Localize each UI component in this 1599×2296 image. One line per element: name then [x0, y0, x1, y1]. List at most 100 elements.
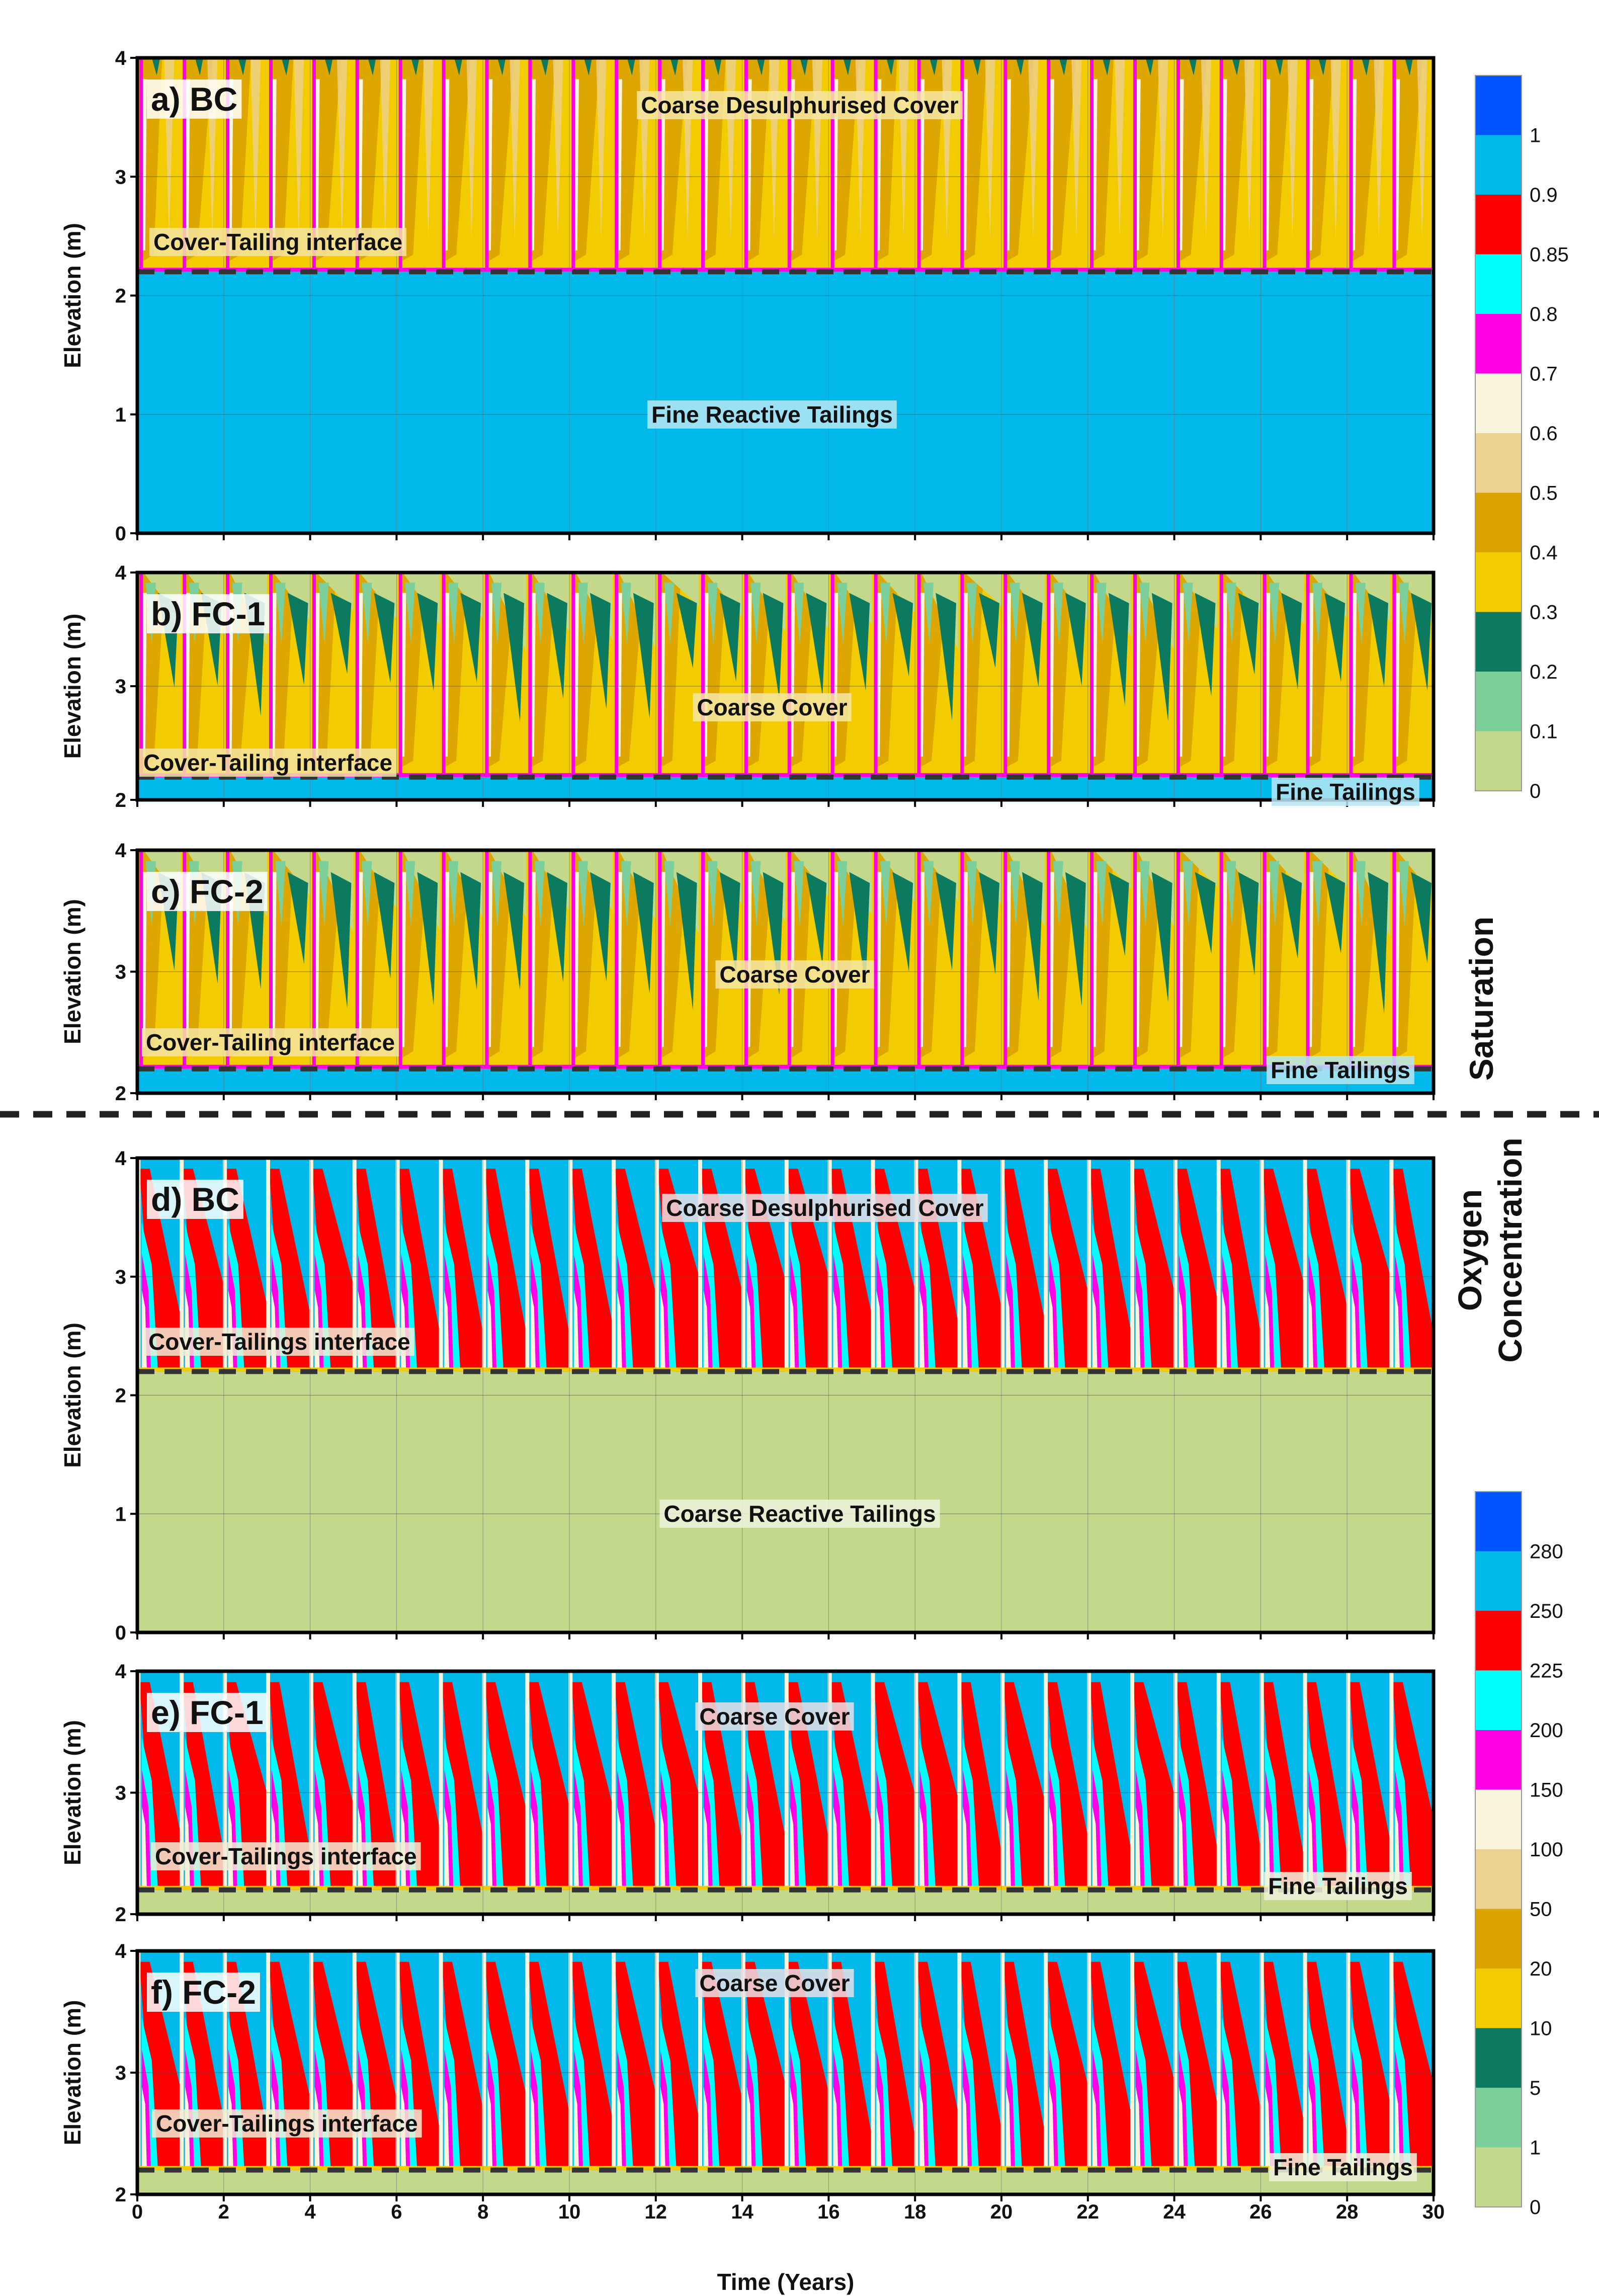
sat-light-green-c — [534, 861, 545, 927]
sat-pulse-c — [658, 850, 662, 1069]
sat-pulse-a — [615, 58, 619, 272]
interface-label-b: Cover-Tailing interface — [143, 750, 392, 776]
interface-label-e-bg — [151, 1842, 421, 1870]
sat-dark-green-c — [503, 872, 525, 991]
oxygen-legend-level: 200 — [1530, 1719, 1563, 1742]
ox-pulse-f — [784, 1951, 789, 2170]
panel-label-e: e) FC-1 — [151, 1694, 264, 1731]
sat-light-green-c — [923, 861, 934, 927]
ox-red-wedge-f — [960, 1961, 1001, 2170]
ox-pulse-d — [568, 1158, 573, 1372]
sat-dark-green-c — [547, 872, 567, 982]
ox-low-wedge-e — [1135, 1807, 1141, 1890]
cover-label-a: Coarse Desulphurised Cover — [641, 92, 959, 118]
ox-low-wedge-d — [919, 1290, 925, 1372]
ox-pulse-f — [180, 1951, 184, 2170]
sat-light-green-c — [491, 861, 502, 927]
ox-red-wedge-f — [1306, 1961, 1348, 2170]
ox-red-wedge-f — [1219, 1961, 1261, 2170]
ox-pulse-d — [827, 1158, 832, 1372]
sat-dark-green-b — [590, 593, 611, 710]
sat-dark-green-c — [1411, 872, 1432, 963]
sat-pulse-c — [787, 850, 791, 1069]
tailings-label-c: Fine Tailings — [1271, 1057, 1410, 1083]
ox-red-wedge-e — [1090, 1682, 1131, 1890]
sat-light-green-c — [750, 861, 761, 927]
ox-pulse-d — [741, 1158, 745, 1372]
panel-label-c: c) FC-2 — [151, 873, 264, 910]
cover-label-b-bg — [693, 693, 852, 721]
ox-low-wedge-f — [617, 2087, 622, 2170]
oxygen-legend: 0 1 5 10 20 50 100 150 200 225 250 280 — [1475, 1491, 1563, 2219]
sat-dark-green-c — [849, 872, 870, 988]
sat-dry-top-a — [281, 58, 290, 75]
sat-light-green-c — [1398, 861, 1409, 927]
sat-dark-green-c — [1238, 872, 1259, 975]
sat-pulse-b — [744, 572, 748, 777]
ox-pulse-f — [525, 1951, 530, 2170]
sat-dark-green-b — [892, 593, 913, 677]
saturation-legend-level: 0.85 — [1530, 244, 1569, 266]
sat-pulse-b — [830, 572, 834, 777]
sat-pulse-b — [787, 572, 791, 777]
y-tick-label-f: 3 — [115, 2062, 126, 2084]
sat-dark-green-b — [1238, 593, 1259, 675]
ox-pulse-f — [741, 1951, 745, 2170]
sat-pulse-b — [269, 572, 273, 777]
sat-pulse-c — [744, 850, 748, 1069]
ox-pulse-e — [1087, 1671, 1091, 1890]
ox-red-wedge-f — [1263, 1961, 1304, 2170]
sat-dark-green-c — [330, 872, 352, 1008]
ox-red-wedge-e — [1349, 1682, 1391, 1890]
panel-label-d: d) BC — [151, 1181, 239, 1218]
sat-dry-top-a — [151, 58, 160, 75]
sat-pulse-c — [1133, 850, 1137, 1069]
sat-dry-zone-b — [964, 572, 1001, 606]
ox-pulse-d — [1303, 1158, 1307, 1372]
y-tick-label-f: 2 — [115, 2184, 126, 2206]
sat-light-green-c — [362, 861, 372, 927]
sat-pulse-b — [917, 572, 921, 777]
x-tick-label: 18 — [904, 2201, 927, 2223]
sat-light-green-c — [621, 861, 631, 927]
sat-beige-a — [596, 58, 607, 240]
sat-dry-zone-c — [1181, 850, 1218, 887]
sat-dry-zone-c — [1310, 850, 1348, 887]
oxygen-legend-level: 20 — [1530, 1958, 1552, 1980]
ox-red-wedge-e — [226, 1682, 267, 1890]
y-tick-label-b: 2 — [115, 789, 126, 811]
sat-dark-green-c — [1281, 872, 1302, 959]
ox-pulse-f — [1173, 1951, 1177, 2170]
sat-dark-green-c — [633, 872, 654, 994]
sat-pulse-a — [1090, 58, 1094, 272]
ox-red-wedge-d — [139, 1169, 181, 1372]
sat-pulse-b — [442, 572, 446, 777]
x-tick-label: 28 — [1336, 2201, 1359, 2223]
ox-low-wedge-d — [1092, 1290, 1098, 1372]
saturation-legend-swatch — [1475, 672, 1522, 731]
oxygen-legend-swatch — [1475, 1670, 1522, 1730]
panel-label-f: f) FC-2 — [151, 1974, 256, 2011]
sat-pulse-c — [1003, 850, 1007, 1069]
ox-low-wedge-f — [531, 2087, 536, 2170]
sat-dark-green-b — [1022, 593, 1043, 687]
sat-light-green-b — [404, 583, 415, 644]
sat-light-green-c — [1355, 861, 1366, 927]
saturation-legend-title: Saturation — [1463, 917, 1500, 1081]
ox-pulse-e — [1303, 1671, 1307, 1890]
oxygen-legend-swatch — [1475, 1730, 1522, 1790]
sat-dry-top-a — [1232, 58, 1240, 75]
x-tick-label: 4 — [304, 2201, 316, 2223]
ox-pulse-d — [525, 1158, 530, 1372]
ox-low-wedge-e — [444, 1807, 450, 1890]
sat-pulse-a — [528, 58, 532, 272]
sat-pulse-c — [226, 850, 230, 1069]
sat-dark-green-c — [936, 872, 957, 970]
sat-wedge-a — [1003, 58, 1034, 261]
sat-dry-top-a — [627, 58, 635, 75]
sat-beige-a — [1287, 58, 1298, 240]
ox-low-wedge-e — [833, 1807, 838, 1890]
ox-low-wedge-e — [1222, 1807, 1227, 1890]
